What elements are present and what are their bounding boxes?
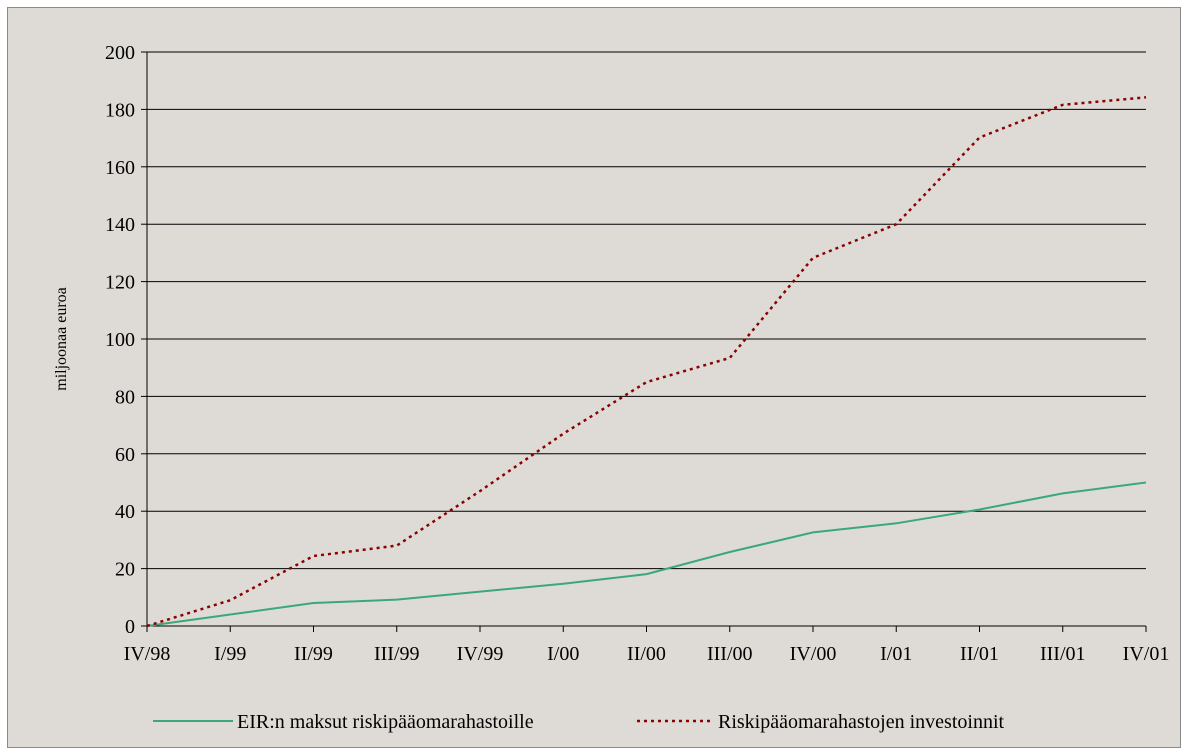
x-tick-label: IV/99 [457, 643, 504, 665]
x-tick-label: II/01 [960, 643, 999, 665]
legend: EIR:n maksut riskipääomarahastoille Risk… [153, 711, 1004, 733]
x-tick-label: III/01 [1040, 643, 1086, 665]
x-tick-label: II/99 [294, 643, 333, 665]
x-ticks: IV/98 I/99 II/99 III/99 IV/99 I/00 II/00 III/00… [124, 626, 1170, 665]
legend-label-series-1: EIR:n maksut riskipääomarahastoille [237, 711, 534, 733]
series-line-2 [146, 96, 1147, 628]
x-tick-label: III/00 [707, 643, 753, 665]
gridlines [147, 51, 1146, 570]
x-tick-label: IV/98 [124, 643, 171, 665]
y-tick-label: 80 [115, 386, 135, 408]
y-tick-label: 20 [115, 559, 135, 581]
x-tick-label: IV/01 [1123, 643, 1170, 665]
y-tick-label: 40 [115, 501, 135, 523]
x-tick-label: II/00 [627, 643, 666, 665]
y-tick-label: 60 [115, 444, 135, 466]
series-line-1 [146, 481, 1147, 627]
y-tick-label: 120 [105, 272, 135, 294]
x-tick-label: IV/00 [790, 643, 837, 665]
y-tick-label: 200 [105, 42, 135, 64]
line-chart: 0 20 40 60 80 100 120 140 160 180 200 IV/98 I/99 II/… [53, 42, 1170, 733]
y-axis-title: miljoonaa euroa [53, 287, 70, 391]
chart-area: 0 20 40 60 80 100 120 140 160 180 200 IV/98 I/99 II/… [7, 7, 1181, 748]
x-tick-label: I/99 [214, 643, 246, 665]
y-tick-label: 180 [105, 99, 135, 121]
legend-label-series-2: Riskipääomarahastojen investoinnit [718, 711, 1004, 733]
y-tick-label: 160 [105, 157, 135, 179]
x-tick-label: III/99 [374, 643, 420, 665]
y-tick-label: 0 [125, 616, 135, 638]
y-tick-label: 100 [105, 329, 135, 351]
series-lines [146, 96, 1147, 628]
x-tick-label: I/00 [547, 643, 579, 665]
y-tick-label: 140 [105, 214, 135, 236]
y-ticks: 0 20 40 60 80 100 120 140 160 180 200 [105, 42, 147, 638]
x-tick-label: I/01 [880, 643, 912, 665]
